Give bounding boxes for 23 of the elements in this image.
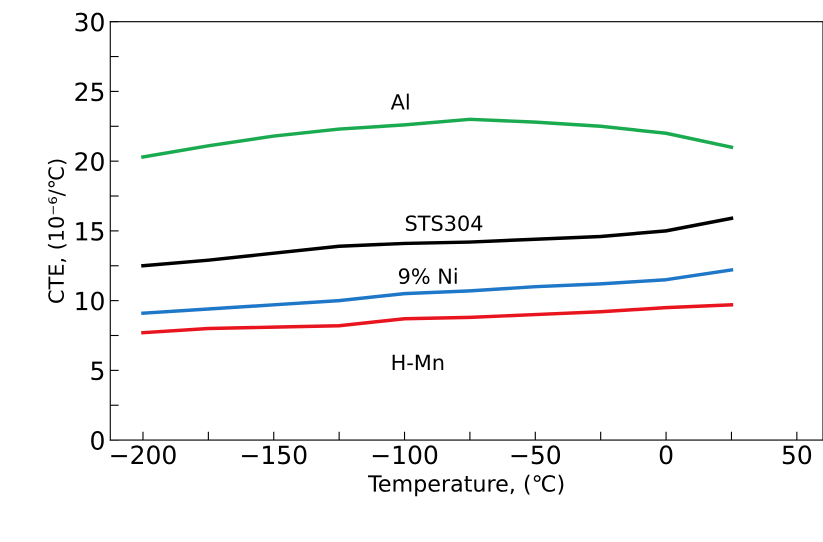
- line-series: [141, 268, 734, 315]
- series-label: Al: [390, 94, 409, 110]
- y-tick-label: 10: [76, 292, 104, 310]
- y-tick-label: 0: [91, 431, 104, 450]
- x-tick-label: 0: [660, 445, 672, 464]
- y-tick-label: 30: [76, 12, 104, 32]
- y-tick-label: 25: [75, 82, 104, 102]
- series-label: 9% Ni: [398, 268, 457, 284]
- y-axis-title: CTE, (10⁻⁶/℃): [48, 160, 66, 303]
- x-tick-label: −50: [512, 445, 560, 464]
- x-tick-label: −200: [111, 445, 176, 464]
- x-tick-label: 50: [782, 445, 812, 464]
- series-label: STS304: [406, 215, 482, 232]
- line-series: [141, 216, 734, 268]
- series-label: H-Mn: [392, 354, 444, 370]
- line-series: [141, 118, 734, 159]
- line-series: [141, 303, 734, 334]
- y-tick-label: 20: [75, 152, 104, 172]
- y-tick-label: 15: [76, 222, 104, 241]
- y-tick-label: 5: [91, 362, 104, 380]
- x-tick-label: −150: [242, 445, 306, 464]
- x-tick-label: −100: [372, 445, 438, 464]
- x-axis-title: Temperature, (℃): [368, 474, 564, 496]
